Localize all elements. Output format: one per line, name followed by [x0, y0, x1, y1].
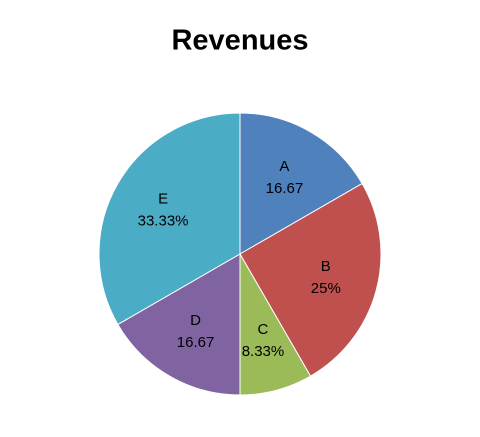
pie-slice — [239, 182, 382, 377]
value-label: 16.67 — [177, 334, 215, 351]
pie-slice — [239, 112, 363, 255]
slice-label: A 16.67 — [266, 158, 304, 197]
pie-slice — [117, 253, 241, 396]
slice-label: E 33.33% — [138, 191, 189, 230]
slice-label: D 16.67 — [177, 312, 215, 351]
value-label: 8.33% — [242, 343, 285, 360]
slice-label: C 8.33% — [242, 321, 285, 360]
value-label: 25% — [311, 280, 341, 297]
slice-label: B 25% — [311, 258, 341, 297]
category-label: A — [279, 158, 289, 175]
value-label: 33.33% — [138, 213, 189, 230]
value-label: 16.67 — [266, 180, 304, 197]
category-label: E — [158, 191, 168, 208]
category-label: C — [258, 321, 269, 338]
category-label: D — [190, 312, 201, 329]
chart-title: Revenues — [171, 25, 308, 57]
pie-slice — [98, 112, 241, 326]
category-label: B — [321, 258, 331, 275]
